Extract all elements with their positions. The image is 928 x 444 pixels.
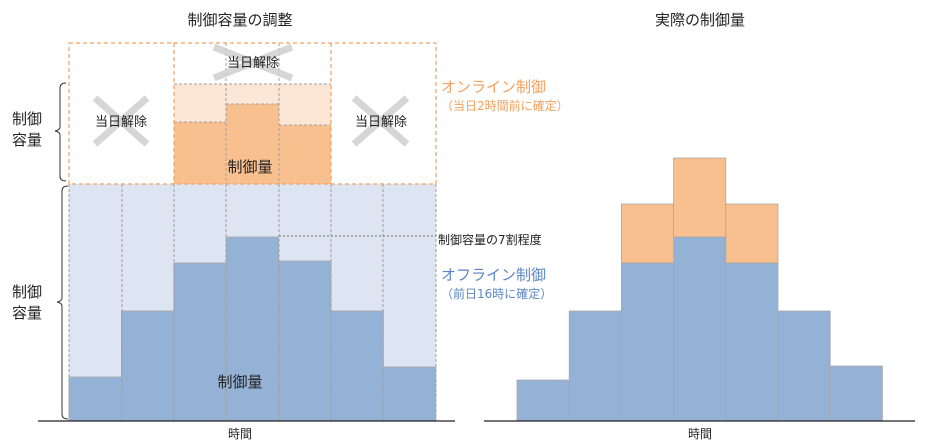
- offline-bar: [330, 310, 384, 422]
- actual-online-bar: [673, 157, 727, 238]
- left-title: 制御容量の調整: [187, 11, 292, 29]
- cancel-label-top: 当日解除: [227, 56, 279, 71]
- online-title: オンライン制御: [441, 78, 546, 96]
- actual-offline-bar: [829, 365, 883, 422]
- online-capacity-boxes: [68, 42, 437, 185]
- offline-bar: [173, 262, 227, 422]
- offline-note: （前日16時に確定）: [441, 286, 552, 301]
- capacity-label-bottom-1: 制御: [12, 283, 42, 301]
- actual-online-bar: [725, 203, 779, 264]
- offline-bar: [278, 260, 332, 422]
- cancel-label-left: 当日解除: [95, 115, 147, 130]
- actual-bars: [516, 157, 883, 422]
- right-title: 実際の制御量: [655, 11, 745, 29]
- offline-title: オフライン制御: [441, 266, 546, 284]
- actual-offline-bar: [777, 310, 831, 422]
- actual-offline-bar: [725, 262, 779, 422]
- offline-column-dividers: [68, 184, 437, 421]
- capacity-label-bottom-2: 容量: [12, 304, 42, 322]
- online-bars: [174, 43, 331, 184]
- offline-bars: [68, 236, 437, 422]
- seventy-percent-label: 制御容量の7割程度: [438, 232, 542, 247]
- capacity-label-top-1: 制御: [12, 110, 42, 128]
- offline-bar: [68, 376, 122, 422]
- online-note: （当日2時間前に確定）: [441, 98, 569, 113]
- offline-capacity-brace: [56, 185, 69, 420]
- left-xlabel: 時間: [228, 427, 252, 441]
- capacity-label-top-2: 容量: [12, 131, 42, 149]
- cancel-cross-icons: [92, 43, 410, 147]
- cancel-label-right: 当日解除: [355, 115, 407, 130]
- offline-amount-label: 制御量: [217, 373, 262, 391]
- online-capacity-brace: [54, 82, 67, 182]
- offline-bar: [382, 366, 437, 422]
- offline-bar: [225, 236, 279, 422]
- actual-offline-bar: [621, 262, 675, 422]
- right-xlabel: 時間: [688, 427, 712, 441]
- offline-bar: [121, 310, 175, 422]
- actual-offline-bar: [568, 310, 622, 422]
- actual-online-bar: [621, 203, 675, 264]
- actual-offline-bar: [516, 379, 570, 422]
- actual-offline-bar: [673, 236, 727, 422]
- online-amount-label: 制御量: [227, 158, 272, 176]
